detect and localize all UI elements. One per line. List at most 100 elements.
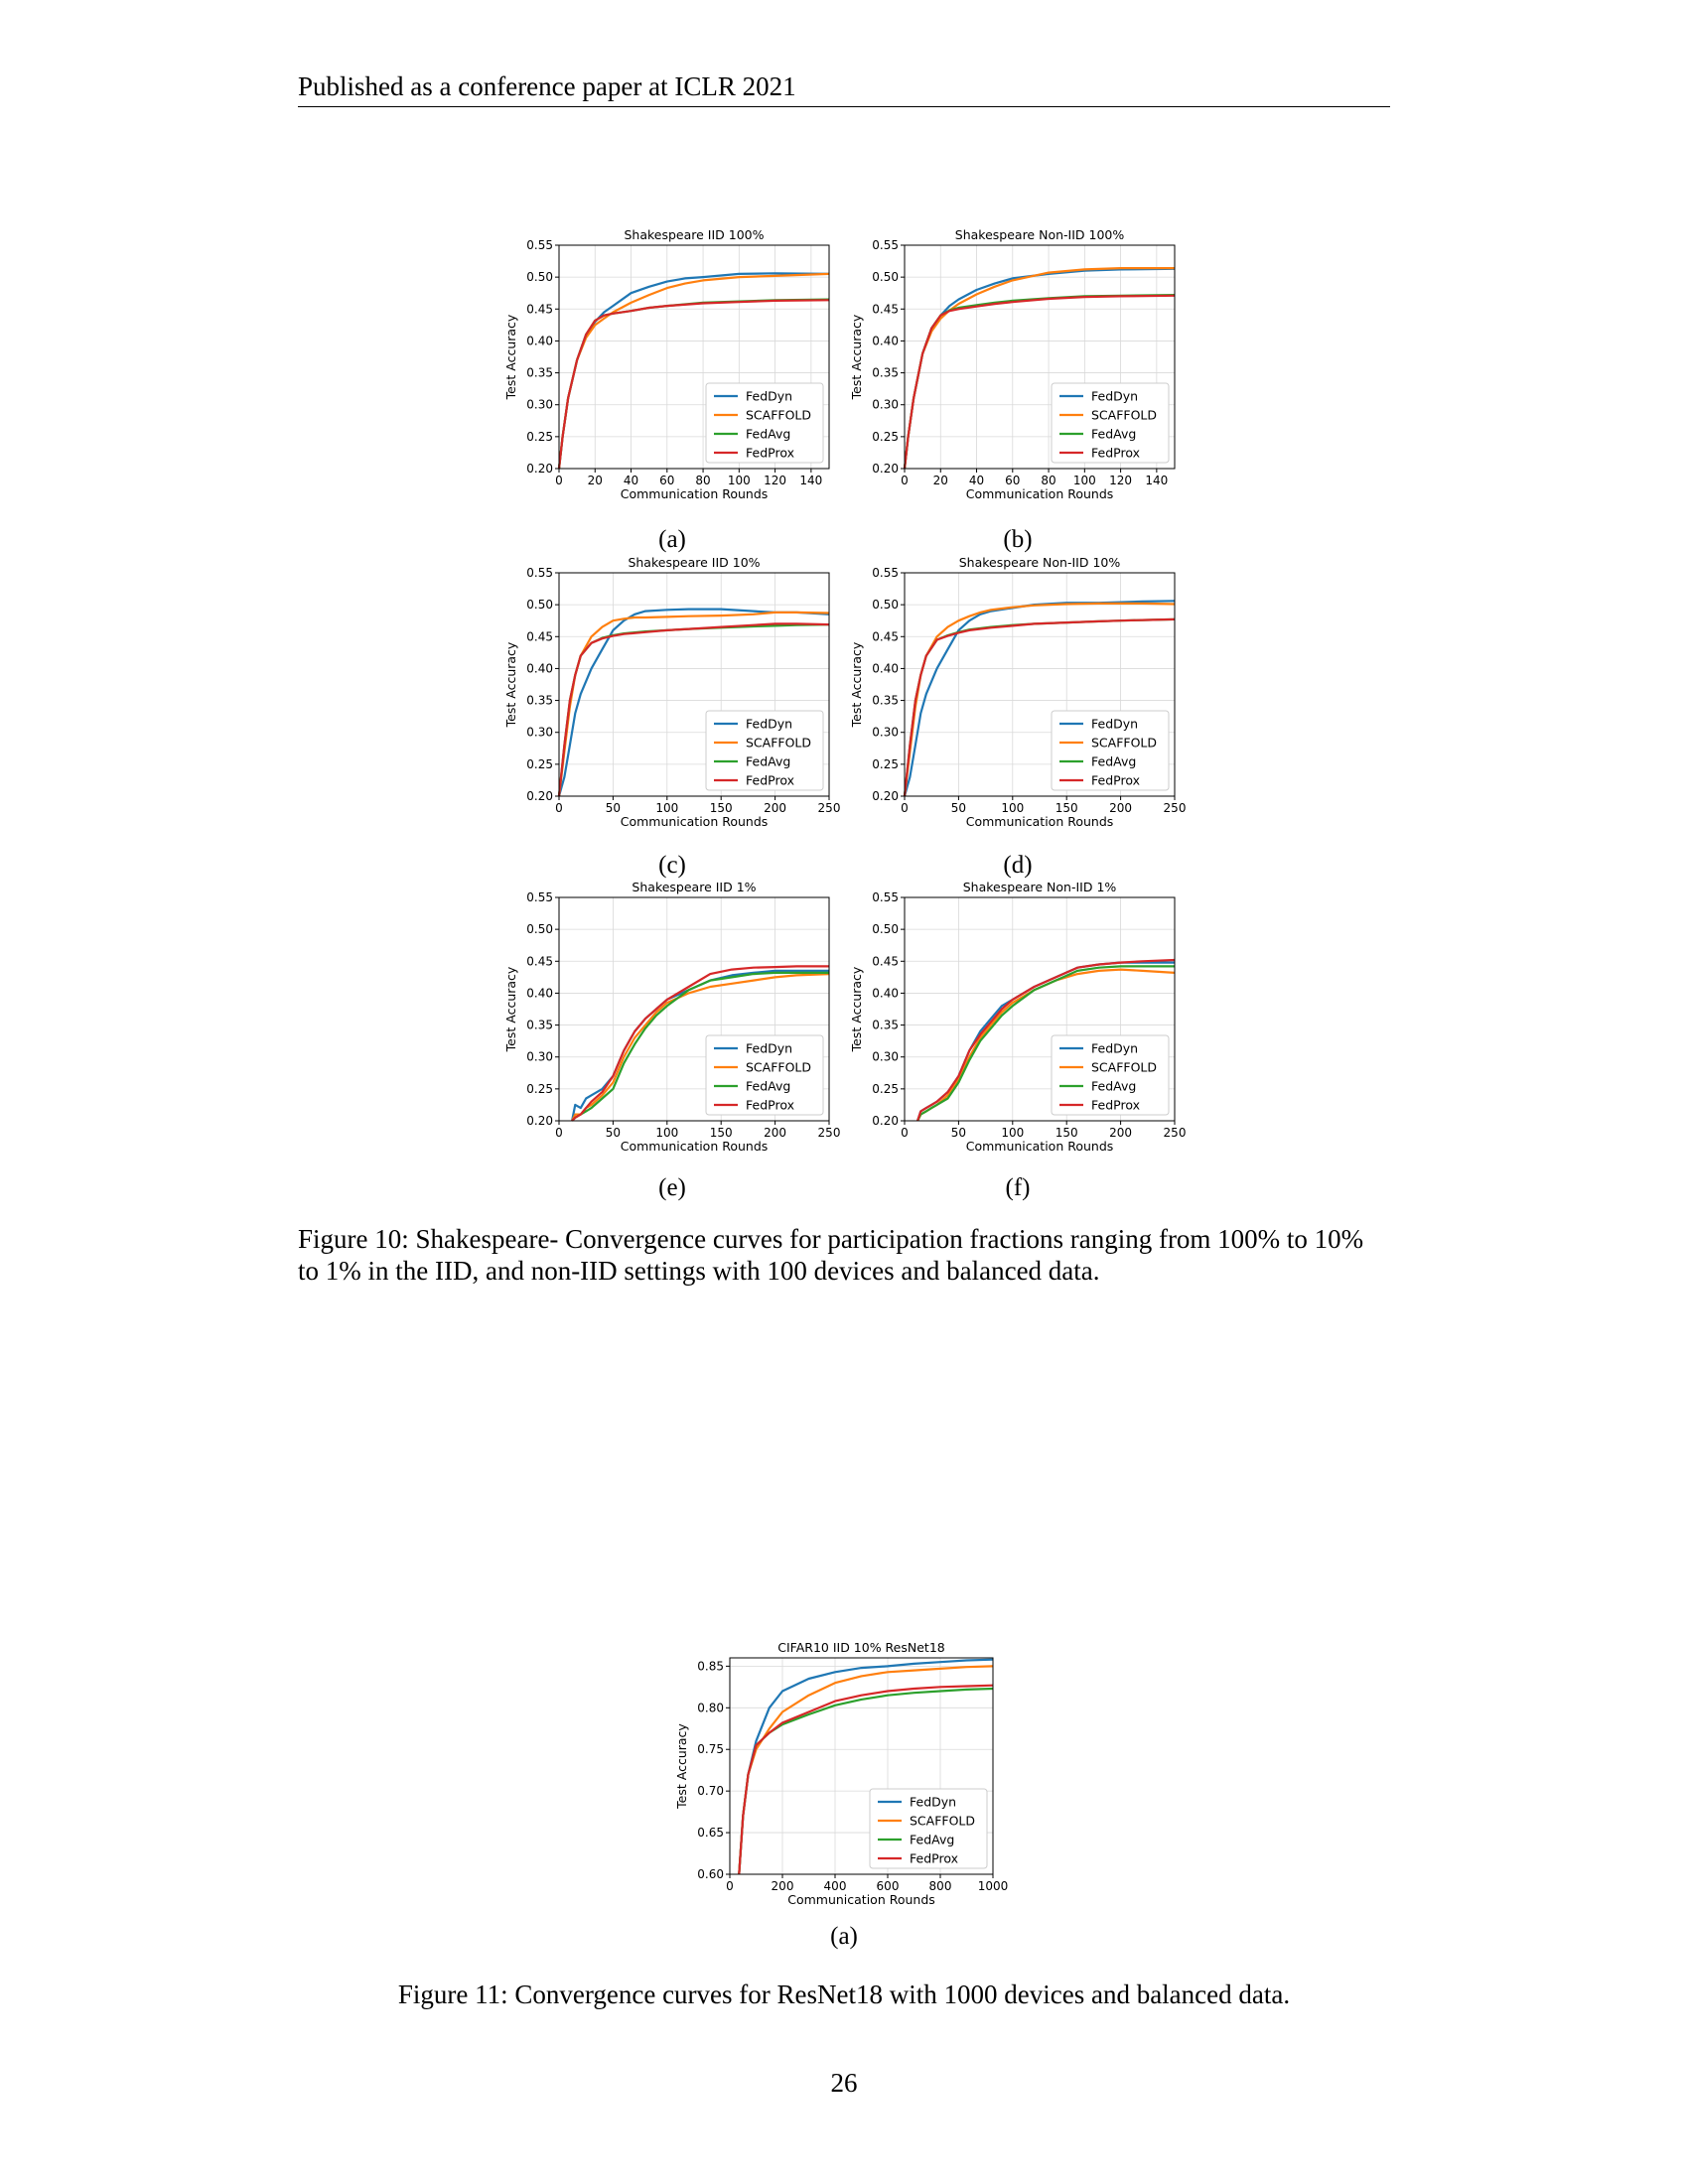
x-tick-label: 40: [624, 474, 638, 487]
y-tick-label: 0.40: [526, 334, 553, 347]
x-tick-label: 80: [1041, 474, 1055, 487]
page-number: 26: [830, 2068, 858, 2098]
y-tick-label: 0.50: [872, 270, 899, 284]
x-tick-label: 150: [710, 801, 733, 815]
plot-frame: [558, 244, 830, 470]
sublabel-fig11-a: (a): [830, 1923, 858, 1950]
x-axis-label: Communication Rounds: [787, 1892, 935, 1907]
y-tick-label: 0.30: [872, 726, 899, 740]
y-tick-label: 0.20: [526, 462, 553, 476]
x-tick-label: 200: [764, 1126, 786, 1140]
y-axis-label: Test Accuracy: [849, 641, 864, 728]
x-axis-label: Communication Rounds: [621, 1139, 769, 1154]
chart-cifar10-resnet18: 0 200 400 600 800 1000 0.60 0.65 0.70 0.75 0.80 0.8…: [674, 1636, 1008, 1934]
figure10-caption: Figure 10: Shakespeare- Convergence curv…: [298, 1224, 1364, 1286]
y-tick-label: 0.60: [697, 1867, 724, 1881]
chart-svg-b: 0 20 40 60 80 100 120 140 0.20 0.25 0.30 0.35 0.40 0.…: [849, 227, 1176, 501]
y-tick-label: 0.45: [872, 954, 899, 968]
legend-label-feddyn: FedDyn: [1091, 389, 1138, 404]
legend-label-fedavg: FedAvg: [1091, 427, 1136, 442]
x-axis-label: Communication Rounds: [621, 486, 769, 501]
x-tick-label: 0: [555, 801, 563, 815]
legend-label-scaffold: SCAFFOLD: [1091, 736, 1157, 751]
x-tick-label: 1000: [978, 1879, 1009, 1893]
chart-legend: FedDyn SCAFFOLD FedAvg FedProx: [1051, 1034, 1170, 1116]
y-tick-label: 0.40: [526, 986, 553, 1000]
y-tick-label: 0.85: [697, 1659, 724, 1673]
chart-svg-c: 0 50 100 150 200 250 0.20 0.25 0.30 0.35 0.40 0.45 0…: [503, 555, 840, 829]
legend-label-feddyn: FedDyn: [1091, 717, 1138, 732]
x-tick-label: 0: [555, 474, 563, 487]
plot-frame: [729, 1657, 994, 1875]
series-line-fedprox: [557, 622, 830, 797]
legend-label-fedprox: FedProx: [746, 446, 794, 461]
series-line-fedprox: [916, 958, 1176, 1122]
x-tick-label: 150: [710, 1126, 733, 1140]
y-tick-label: 0.40: [872, 986, 899, 1000]
x-tick-label: 80: [695, 474, 710, 487]
x-tick-label: 140: [799, 474, 822, 487]
chart-legend: FedDyn SCAFFOLD FedAvg FedProx: [705, 710, 824, 791]
y-tick-label: 0.50: [872, 598, 899, 612]
y-tick-label: 0.50: [526, 598, 553, 612]
x-tick-label: 250: [818, 1126, 841, 1140]
x-tick-label: 140: [1145, 474, 1168, 487]
x-tick-label: 150: [1055, 801, 1078, 815]
chart-title: Shakespeare Non-IID 1%: [963, 880, 1117, 894]
y-axis-label: Test Accuracy: [503, 314, 518, 400]
y-tick-label: 0.30: [526, 398, 553, 412]
x-tick-label: 60: [659, 474, 674, 487]
x-axis-label: Communication Rounds: [966, 486, 1114, 501]
legend-label-scaffold: SCAFFOLD: [746, 408, 811, 423]
chart-legend: FedDyn SCAFFOLD FedAvg FedProx: [1051, 710, 1170, 791]
legend-label-fedavg: FedAvg: [746, 754, 790, 769]
y-tick-label: 0.40: [526, 661, 553, 675]
y-tick-label: 0.35: [872, 1019, 899, 1032]
x-axis-label: Communication Rounds: [621, 814, 769, 829]
x-tick-label: 40: [969, 474, 984, 487]
chart-title: Shakespeare Non-IID 10%: [959, 555, 1121, 570]
legend-label-feddyn: FedDyn: [1091, 1041, 1138, 1056]
x-tick-label: 0: [901, 801, 909, 815]
chart-svg-d: 0 50 100 150 200 250 0.20 0.25 0.30 0.35 0.40 0.45 0…: [849, 555, 1186, 829]
chart-shakespeare-iid-100: 0 20 40 60 80 100 120 140 0.20 0.25 0.30 0.35 0.40 0.…: [501, 223, 830, 531]
x-tick-label: 250: [1164, 801, 1187, 815]
legend-label-scaffold: SCAFFOLD: [746, 736, 811, 751]
chart-legend: FedDyn SCAFFOLD FedAvg FedProx: [705, 1034, 824, 1116]
x-tick-label: 20: [933, 474, 948, 487]
y-tick-label: 0.45: [872, 302, 899, 316]
header-rule: [298, 106, 1390, 107]
series-line-fedprox: [557, 299, 830, 470]
y-tick-label: 0.80: [697, 1701, 724, 1714]
y-tick-label: 0.55: [526, 890, 553, 904]
x-tick-label: 100: [655, 801, 678, 815]
plot-frame: [558, 896, 830, 1122]
y-tick-label: 0.30: [526, 726, 553, 740]
y-tick-label: 0.40: [872, 661, 899, 675]
legend-label-scaffold: SCAFFOLD: [910, 1814, 975, 1829]
y-axis-label: Test Accuracy: [503, 641, 518, 728]
legend-label-feddyn: FedDyn: [746, 389, 792, 404]
y-tick-label: 0.35: [526, 366, 553, 380]
chart-shakespeare-iid-10: 0 50 100 150 200 250 0.20 0.25 0.30 0.35 0.40 0.45 0…: [501, 551, 840, 859]
y-tick-label: 0.50: [526, 270, 553, 284]
x-tick-label: 120: [764, 474, 786, 487]
x-tick-label: 50: [606, 1126, 621, 1140]
y-tick-label: 0.55: [526, 566, 553, 580]
chart-shakespeare-noniid-100: 0 20 40 60 80 100 120 140 0.20 0.25 0.30 0.35 0.40 0.…: [847, 223, 1176, 531]
chart-svg-a: 0 20 40 60 80 100 120 140 0.20 0.25 0.30 0.35 0.40 0.…: [503, 227, 830, 501]
x-tick-label: 250: [818, 801, 841, 815]
series-line-fedavg: [916, 965, 1175, 1122]
y-axis-label: Test Accuracy: [503, 966, 518, 1052]
chart-svg-g: 0 200 400 600 800 1000 0.60 0.65 0.70 0.75 0.80 0.8…: [674, 1640, 1008, 1907]
legend-label-scaffold: SCAFFOLD: [1091, 408, 1157, 423]
x-tick-label: 200: [772, 1879, 794, 1893]
x-tick-label: 50: [951, 1126, 966, 1140]
x-tick-label: 60: [1005, 474, 1020, 487]
chart-title: CIFAR10 IID 10% ResNet18: [777, 1640, 945, 1655]
running-header: Published as a conference paper at ICLR …: [298, 71, 796, 101]
y-tick-label: 0.55: [872, 238, 899, 252]
legend-label-scaffold: SCAFFOLD: [1091, 1060, 1157, 1075]
x-tick-label: 100: [1001, 801, 1024, 815]
chart-legend: FedDyn SCAFFOLD FedAvg FedProx: [1051, 382, 1170, 464]
